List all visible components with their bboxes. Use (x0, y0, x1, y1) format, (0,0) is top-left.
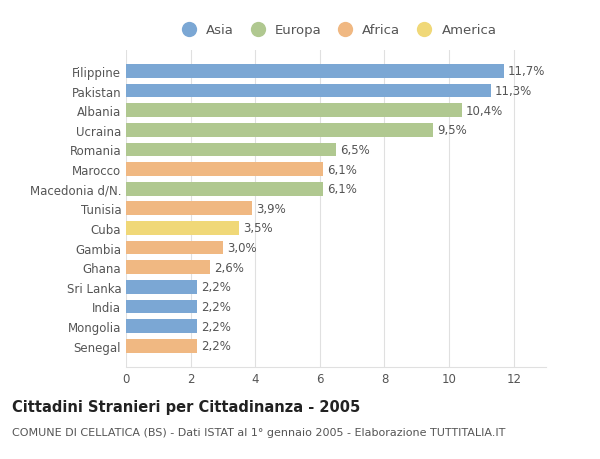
Bar (126, 339, 197, 353)
Text: 9,5%: 9,5% (437, 124, 467, 137)
Text: 3,0%: 3,0% (227, 241, 256, 254)
Bar (126, 143, 336, 157)
Text: 6,5%: 6,5% (340, 144, 370, 157)
Bar (126, 202, 252, 216)
Text: Cittadini Stranieri per Cittadinanza - 2005: Cittadini Stranieri per Cittadinanza - 2… (12, 399, 360, 414)
Text: 2,2%: 2,2% (201, 320, 231, 333)
Bar (126, 300, 197, 313)
Bar (126, 261, 210, 274)
Text: 2,6%: 2,6% (214, 261, 244, 274)
Text: 3,5%: 3,5% (243, 222, 272, 235)
Bar (126, 280, 197, 294)
Text: 11,7%: 11,7% (508, 65, 545, 78)
Text: 3,9%: 3,9% (256, 202, 286, 215)
Text: 10,4%: 10,4% (466, 105, 503, 118)
Text: 2,2%: 2,2% (201, 340, 231, 353)
Bar (126, 241, 223, 255)
Bar (126, 123, 433, 137)
Text: COMUNE DI CELLATICA (BS) - Dati ISTAT al 1° gennaio 2005 - Elaborazione TUTTITAL: COMUNE DI CELLATICA (BS) - Dati ISTAT al… (12, 427, 505, 437)
Bar (126, 65, 504, 78)
Text: 6,1%: 6,1% (327, 163, 357, 176)
Bar (126, 104, 462, 118)
Bar (126, 182, 323, 196)
Bar (126, 222, 239, 235)
Text: 2,2%: 2,2% (201, 300, 231, 313)
Bar (126, 319, 197, 333)
Text: 6,1%: 6,1% (327, 183, 357, 196)
Bar (126, 84, 491, 98)
Text: 2,2%: 2,2% (201, 281, 231, 294)
Bar (126, 163, 323, 177)
Legend: Asia, Europa, Africa, America: Asia, Europa, Africa, America (170, 19, 502, 43)
Text: 11,3%: 11,3% (495, 85, 532, 98)
